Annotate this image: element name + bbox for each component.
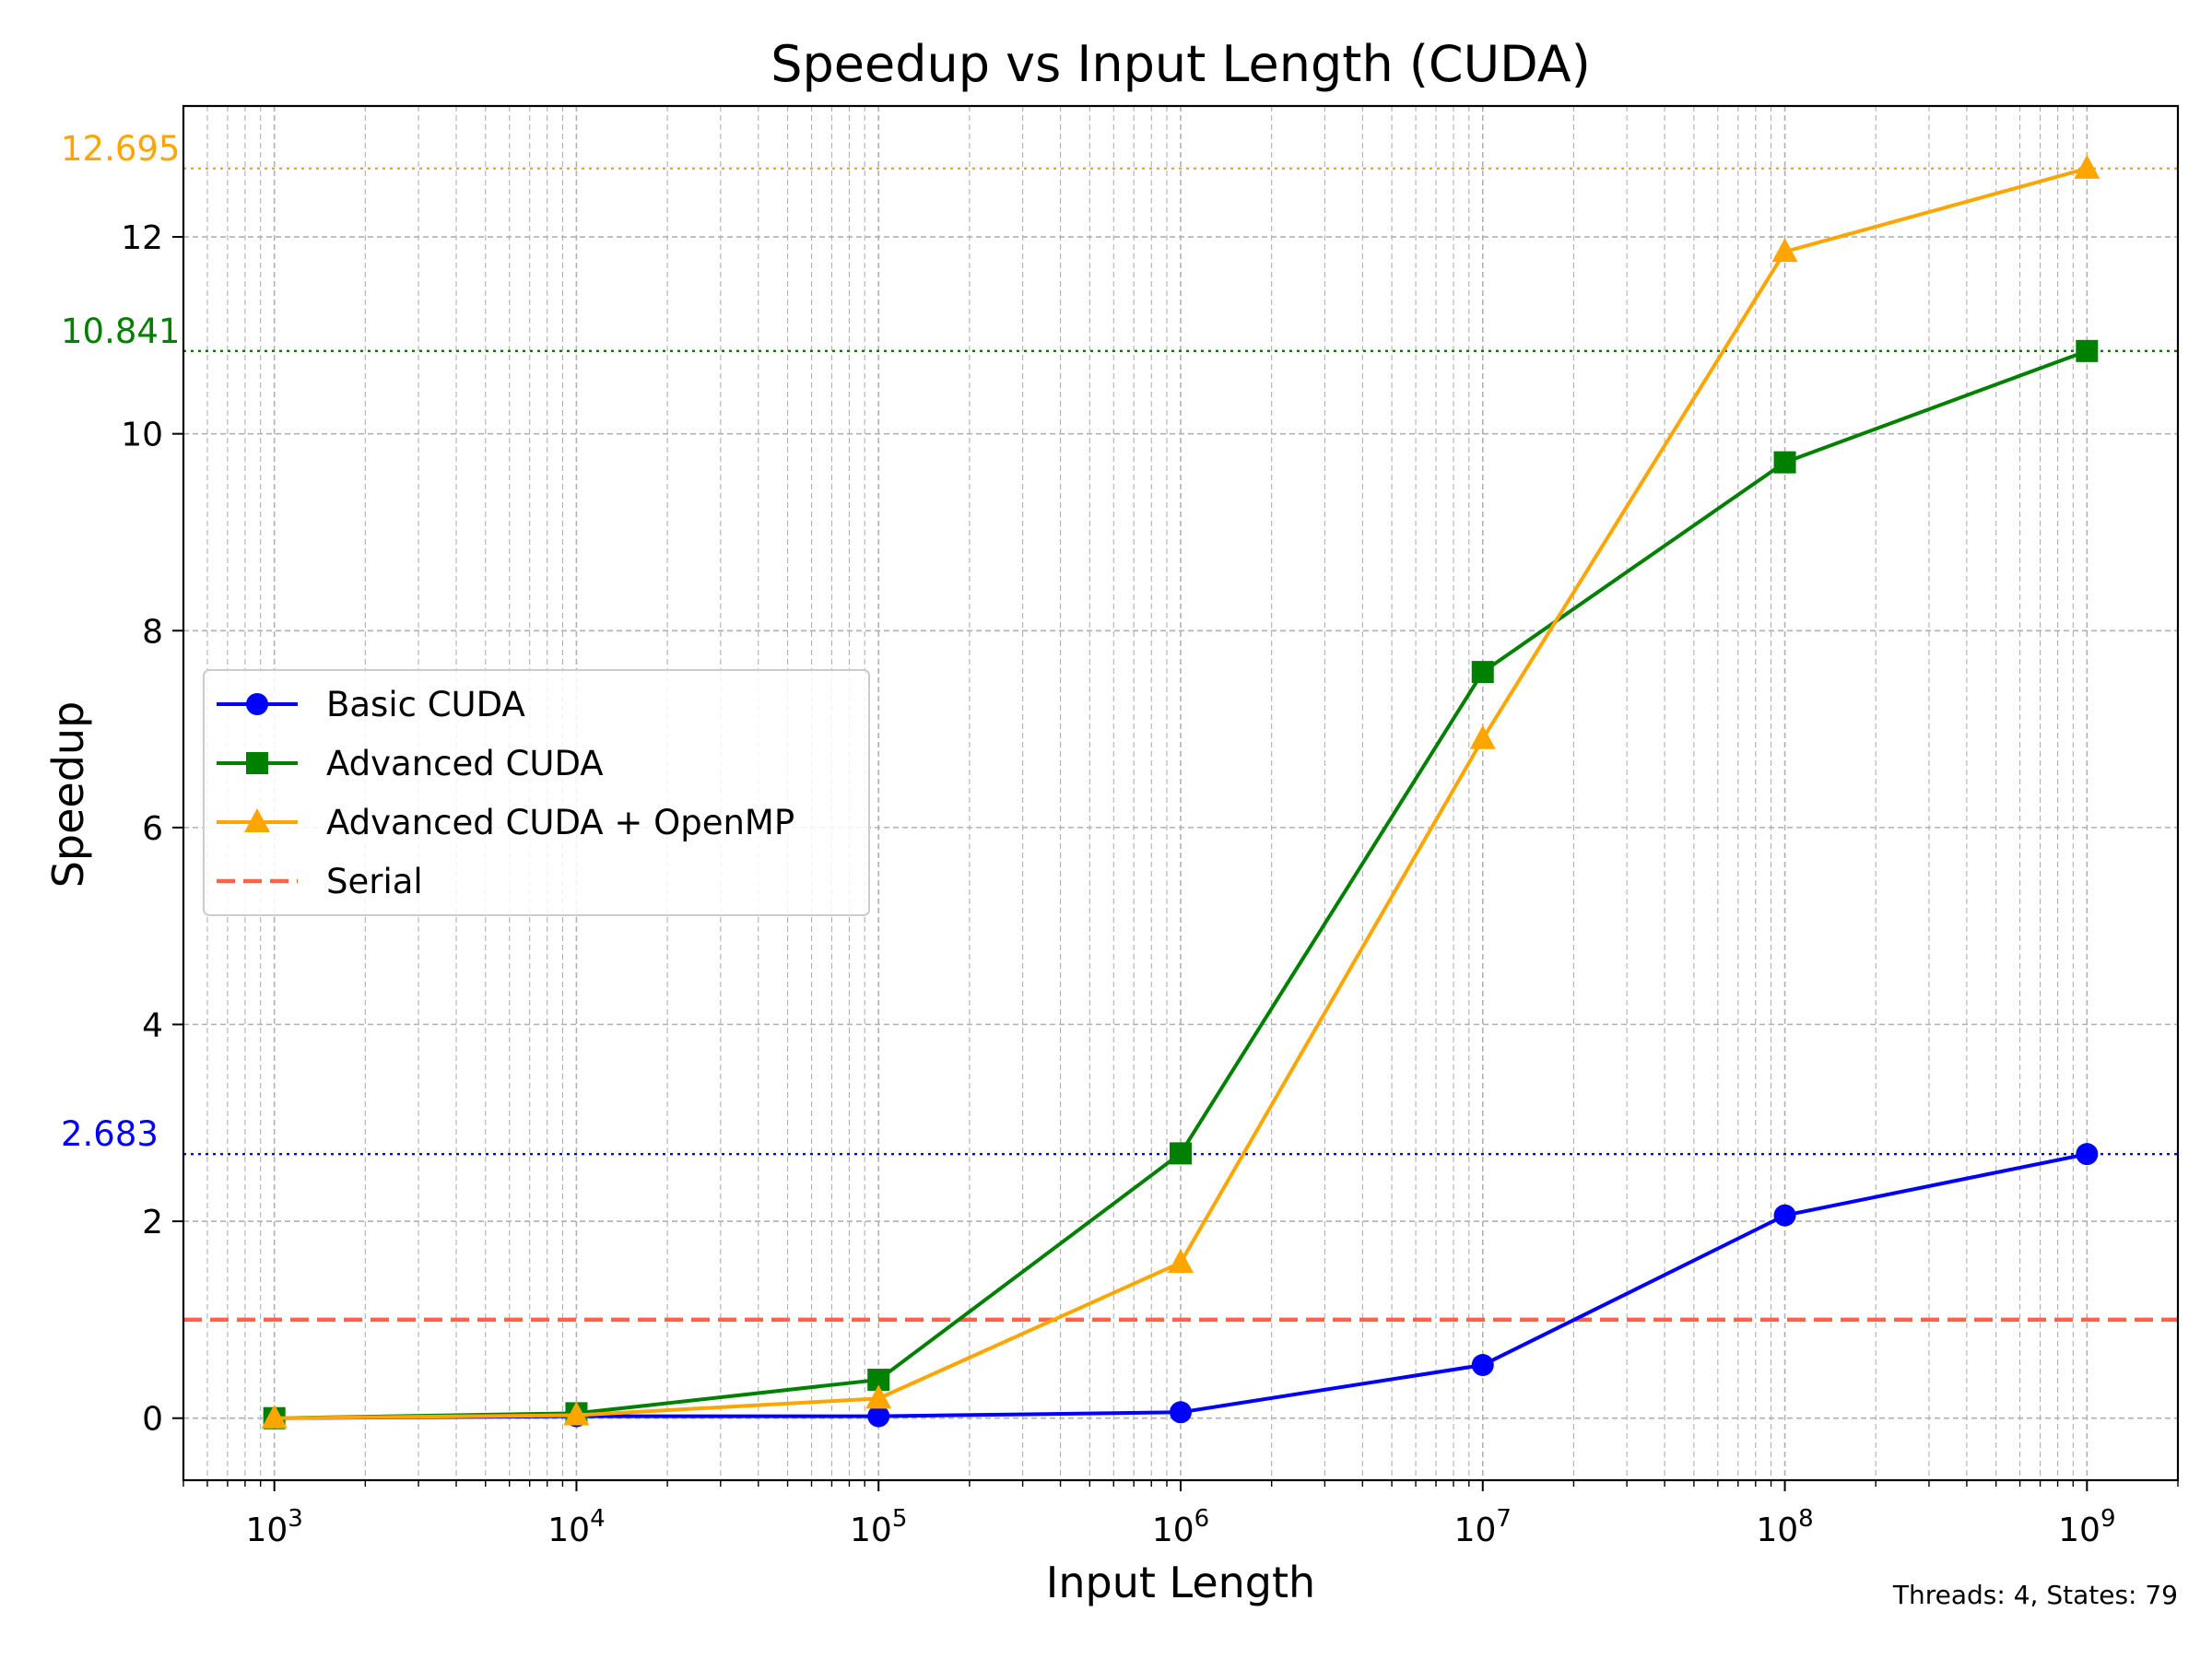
data-point [1469, 724, 1496, 749]
data-point [261, 1404, 288, 1429]
legend: Basic CUDA Advanced CUDA Advanced CUDA + O… [203, 669, 870, 916]
reference-value-label: 12.695 [61, 129, 180, 169]
data-point [1773, 451, 1796, 474]
data-point [2076, 339, 2099, 362]
chart-title: Speedup vs Input Length (CUDA) [771, 35, 1591, 93]
data-point [1471, 1354, 1494, 1377]
y-axis-title: Speedup [43, 701, 93, 888]
data-point [246, 752, 268, 774]
x-tick-label: 103 [245, 1505, 302, 1549]
reference-value-label: 10.841 [61, 312, 180, 351]
data-point [867, 1405, 890, 1428]
series-group [261, 154, 2100, 1429]
y-tick-label: 10 [121, 417, 163, 454]
x-tick-label: 107 [1454, 1505, 1512, 1549]
x-tick-label: 105 [850, 1505, 907, 1549]
y-tick-label: 6 [142, 810, 163, 848]
legend-label: Advanced CUDA + OpenMP [326, 803, 794, 842]
data-series [183, 154, 2178, 1430]
y-tick-label: 12 [121, 219, 163, 257]
data-point [563, 1401, 590, 1426]
x-axis-title: Input Length [1046, 1558, 1315, 1607]
legend-label: Serial [326, 862, 423, 901]
legend-label: Advanced CUDA [326, 744, 604, 783]
data-point [244, 808, 270, 832]
data-point [1170, 1142, 1192, 1165]
data-point [2076, 1143, 2099, 1166]
data-point [1170, 1401, 1192, 1424]
y-tick-label: 0 [142, 1401, 163, 1439]
y-tick-label: 4 [142, 1006, 163, 1044]
y-tick-label: 2 [142, 1204, 163, 1241]
y-tick-label: 8 [142, 613, 163, 651]
data-point [1471, 661, 1494, 684]
data-point [1771, 238, 1798, 263]
x-tick-label: 104 [547, 1505, 605, 1549]
axis-ticks: 0 2 4 6 8 10 12 103 104 105 106 107 108 109 [121, 219, 2179, 1549]
run-annotation: Threads: 4, States: 79 [1892, 1580, 2178, 1610]
x-tick-label: 109 [2058, 1505, 2115, 1549]
data-point [1773, 1204, 1796, 1227]
data-point [865, 1384, 892, 1409]
legend-label: Basic CUDA [326, 685, 525, 724]
reference-value-label: 2.683 [61, 1114, 159, 1154]
x-tick-label: 106 [1152, 1505, 1209, 1549]
legend-box [203, 669, 870, 916]
data-point [246, 693, 268, 715]
data-point [2074, 154, 2100, 179]
data-point [1168, 1248, 1194, 1273]
x-tick-label: 108 [1756, 1505, 1813, 1549]
